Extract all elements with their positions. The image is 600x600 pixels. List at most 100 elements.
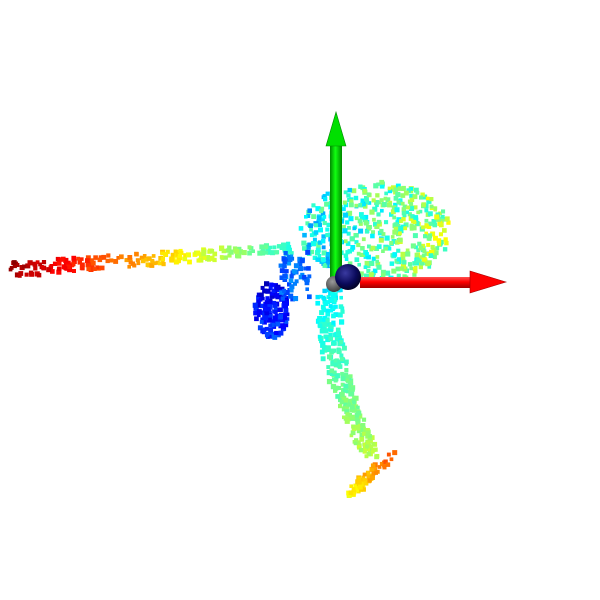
- point: [196, 258, 201, 263]
- point: [391, 205, 397, 211]
- point: [66, 264, 72, 269]
- point: [41, 265, 46, 270]
- point: [285, 317, 290, 321]
- point: [302, 232, 307, 238]
- point: [60, 257, 65, 262]
- point: [286, 241, 291, 246]
- point: [278, 293, 283, 298]
- point: [343, 202, 349, 208]
- point: [379, 179, 385, 185]
- point: [260, 285, 265, 290]
- point: [289, 274, 294, 279]
- point: [268, 327, 274, 333]
- point: [376, 264, 382, 270]
- point: [331, 297, 337, 303]
- point: [186, 252, 191, 258]
- point: [318, 223, 322, 227]
- point: [395, 183, 401, 189]
- point: [316, 215, 322, 221]
- point: [193, 250, 198, 255]
- point: [430, 244, 435, 250]
- point: [426, 243, 431, 247]
- point: [320, 304, 326, 310]
- point: [326, 295, 331, 299]
- point: [322, 263, 328, 268]
- point: [400, 252, 406, 257]
- point: [278, 330, 284, 336]
- point: [281, 257, 286, 262]
- point: [46, 267, 52, 273]
- point: [381, 232, 386, 236]
- point: [359, 432, 365, 438]
- point: [419, 195, 424, 200]
- point: [95, 265, 100, 270]
- point: [308, 223, 313, 228]
- point: [356, 242, 361, 248]
- point: [339, 295, 343, 300]
- point: [362, 202, 366, 207]
- foot-cluster: [346, 450, 398, 498]
- point: [12, 260, 17, 265]
- point: [343, 401, 348, 407]
- point: [247, 250, 252, 256]
- point: [371, 198, 376, 203]
- point: [170, 252, 175, 257]
- point: [317, 253, 322, 258]
- point: [269, 300, 273, 304]
- point: [331, 320, 336, 325]
- point: [353, 195, 359, 201]
- point: [444, 240, 449, 246]
- point: [434, 214, 440, 220]
- point: [432, 255, 437, 260]
- point: [349, 404, 355, 410]
- point: [385, 197, 391, 203]
- point: [418, 245, 424, 251]
- point: [323, 328, 329, 334]
- point: [369, 444, 374, 449]
- point: [353, 441, 358, 446]
- point: [365, 199, 370, 204]
- point: [262, 319, 267, 325]
- point: [273, 310, 278, 315]
- point: [330, 359, 335, 364]
- point: [418, 209, 423, 214]
- point: [116, 256, 121, 260]
- point: [326, 365, 331, 369]
- point: [282, 263, 287, 269]
- point: [345, 220, 350, 225]
- point: [56, 269, 62, 275]
- point: [366, 268, 371, 273]
- point: [152, 261, 157, 266]
- point: [424, 208, 429, 213]
- point: [63, 266, 68, 271]
- point: [348, 391, 353, 397]
- point: [85, 255, 91, 261]
- point: [392, 215, 397, 220]
- point: [155, 260, 160, 265]
- point: [424, 224, 430, 229]
- point: [332, 377, 336, 382]
- point: [397, 186, 403, 191]
- point: [52, 261, 58, 266]
- point: [256, 309, 262, 315]
- point: [259, 320, 264, 324]
- point: [150, 259, 155, 264]
- point: [330, 292, 336, 299]
- point: [344, 359, 349, 364]
- point: [257, 250, 263, 256]
- point: [394, 207, 400, 213]
- point: [446, 220, 451, 225]
- point: [109, 258, 114, 263]
- point: [272, 315, 278, 321]
- point: [356, 405, 360, 410]
- point: [395, 191, 401, 198]
- point: [302, 274, 307, 280]
- point: [18, 271, 24, 276]
- point: [284, 269, 289, 274]
- point: [264, 326, 269, 331]
- point: [372, 206, 378, 212]
- point: [385, 270, 391, 276]
- point: [422, 249, 427, 254]
- point: [377, 465, 382, 469]
